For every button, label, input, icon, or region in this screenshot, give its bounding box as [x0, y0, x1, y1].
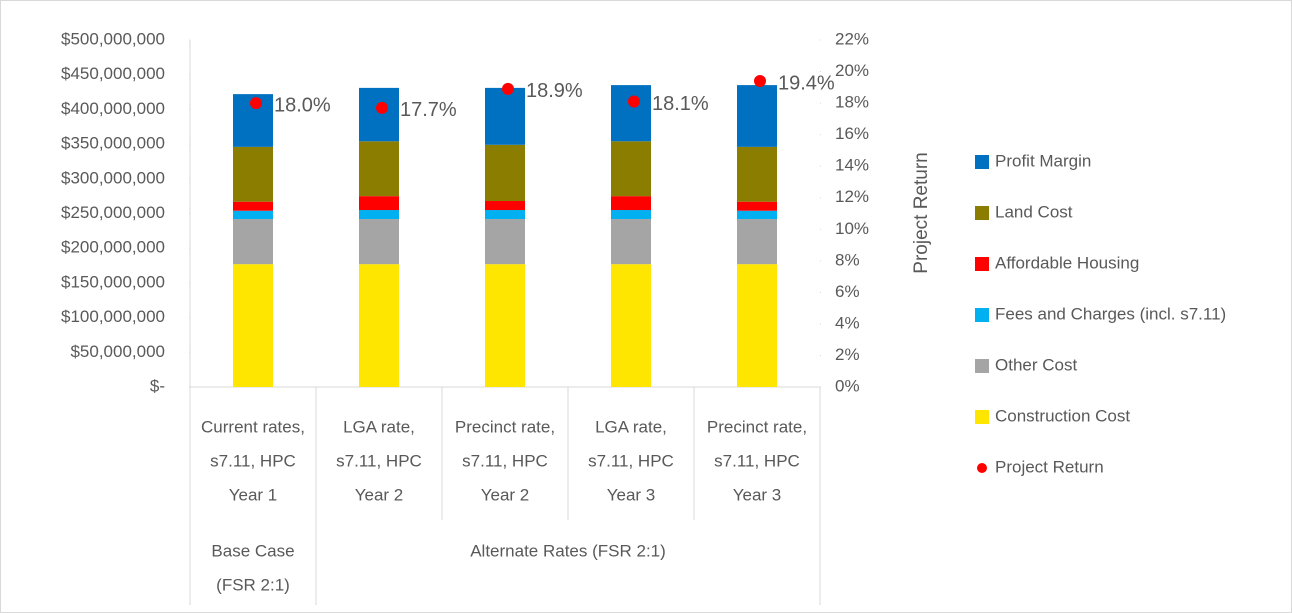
x-tick-label: Year 1: [229, 485, 278, 504]
bar-segment: [737, 210, 777, 220]
bar-segment: [359, 264, 399, 387]
legend-label: Affordable Housing: [995, 253, 1139, 272]
legend-label: Project Return: [995, 457, 1104, 476]
bar-segment: [233, 210, 273, 220]
bar-segment: [485, 210, 525, 220]
x-tick-label: LGA rate,: [595, 417, 667, 436]
bar-segment: [737, 219, 777, 265]
y-tick-label: $100,000,000: [61, 307, 165, 326]
bar-segment: [737, 85, 777, 147]
bar-segment: [737, 146, 777, 202]
data-label: 17.7%: [400, 99, 457, 121]
bar-segment: [359, 87, 399, 142]
bar-segment: [233, 146, 273, 202]
legend-swatch: [975, 410, 989, 424]
y2-tick-label: 10%: [835, 219, 869, 238]
x-tick-label: Precinct rate,: [707, 417, 807, 436]
group-label: Alternate Rates (FSR 2:1): [470, 541, 666, 560]
y2-tick-label: 6%: [835, 282, 860, 301]
bar-segment: [359, 210, 399, 220]
return-point: [250, 97, 262, 110]
bar-segment: [359, 196, 399, 211]
y-tick-label: $250,000,000: [61, 203, 165, 222]
return-point: [754, 75, 766, 88]
legend-label: Fees and Charges (incl. s7.11): [995, 304, 1226, 323]
y2-tick-label: 18%: [835, 93, 869, 112]
y2-tick-label: 8%: [835, 250, 860, 269]
data-label: 19.4%: [778, 72, 835, 94]
bar-segment: [359, 219, 399, 265]
y2-tick-label: 4%: [835, 313, 860, 332]
x-tick-label: s7.11, HPC: [210, 451, 296, 470]
data-label: 18.1%: [652, 93, 709, 115]
legend-label: Land Cost: [995, 202, 1073, 221]
x-tick-label: s7.11, HPC: [588, 451, 674, 470]
legend-swatch: [975, 206, 989, 220]
group-label: (FSR 2:1): [216, 575, 290, 594]
bar-segment: [611, 85, 651, 142]
data-label: 18.0%: [274, 94, 331, 116]
bar-segment: [611, 196, 651, 211]
x-tick-label: Year 2: [481, 485, 530, 504]
data-label: 18.9%: [526, 80, 583, 102]
y-tick-label: $-: [150, 376, 165, 395]
bar-segment: [485, 264, 525, 387]
return-point: [502, 82, 514, 95]
bar-segment: [611, 141, 651, 197]
legend-swatch: [975, 257, 989, 271]
legend-swatch: [975, 308, 989, 322]
y-tick-label: $500,000,000: [61, 29, 165, 48]
y2-tick-label: 0%: [835, 376, 860, 395]
y-tick-label: $50,000,000: [70, 342, 165, 361]
return-point: [376, 101, 388, 114]
legend-swatch: [975, 359, 989, 373]
bar-segment: [485, 87, 525, 145]
x-tick-label: s7.11, HPC: [336, 451, 422, 470]
legend-label: Profit Margin: [995, 151, 1091, 170]
return-point: [628, 95, 640, 108]
x-tick-label: s7.11, HPC: [462, 451, 548, 470]
bar-segment: [233, 201, 273, 211]
legend-swatch: [975, 155, 989, 169]
bar-segment: [611, 264, 651, 387]
bar-segment: [737, 264, 777, 387]
y-tick-label: $150,000,000: [61, 272, 165, 291]
x-tick-label: Precinct rate,: [455, 417, 555, 436]
x-tick-label: Year 2: [355, 485, 404, 504]
y-tick-label: $400,000,000: [61, 99, 165, 118]
bar-segment: [485, 219, 525, 265]
y2-tick-label: 2%: [835, 345, 860, 364]
x-tick-label: Current rates,: [201, 417, 305, 436]
group-label: Base Case: [211, 541, 294, 560]
y2-tick-label: 14%: [835, 156, 869, 175]
y-tick-label: $200,000,000: [61, 238, 165, 257]
x-tick-label: Year 3: [733, 485, 782, 504]
bar-segment: [611, 210, 651, 220]
x-tick-label: LGA rate,: [343, 417, 415, 436]
y2-tick-label: 16%: [835, 124, 869, 143]
bar-segment: [485, 144, 525, 202]
x-tick-label: s7.11, HPC: [714, 451, 800, 470]
bar-segment: [359, 141, 399, 197]
legend-label: Construction Cost: [995, 406, 1130, 425]
y-tick-label: $300,000,000: [61, 168, 165, 187]
y-tick-label: $450,000,000: [61, 64, 165, 83]
bar-segment: [233, 264, 273, 387]
bar-segment: [233, 219, 273, 265]
bar-segment: [611, 219, 651, 265]
y2-tick-label: 20%: [835, 61, 869, 80]
y-tick-label: $350,000,000: [61, 134, 165, 153]
y2-tick-label: 12%: [835, 187, 869, 206]
x-tick-label: Year 3: [607, 485, 656, 504]
legend-marker: [977, 463, 987, 473]
bar-segment: [485, 201, 525, 211]
legend-label: Other Cost: [995, 355, 1077, 374]
y2-tick-label: 22%: [835, 29, 869, 48]
bar-segment: [737, 201, 777, 211]
y2-axis-title: Project Return: [911, 152, 932, 273]
